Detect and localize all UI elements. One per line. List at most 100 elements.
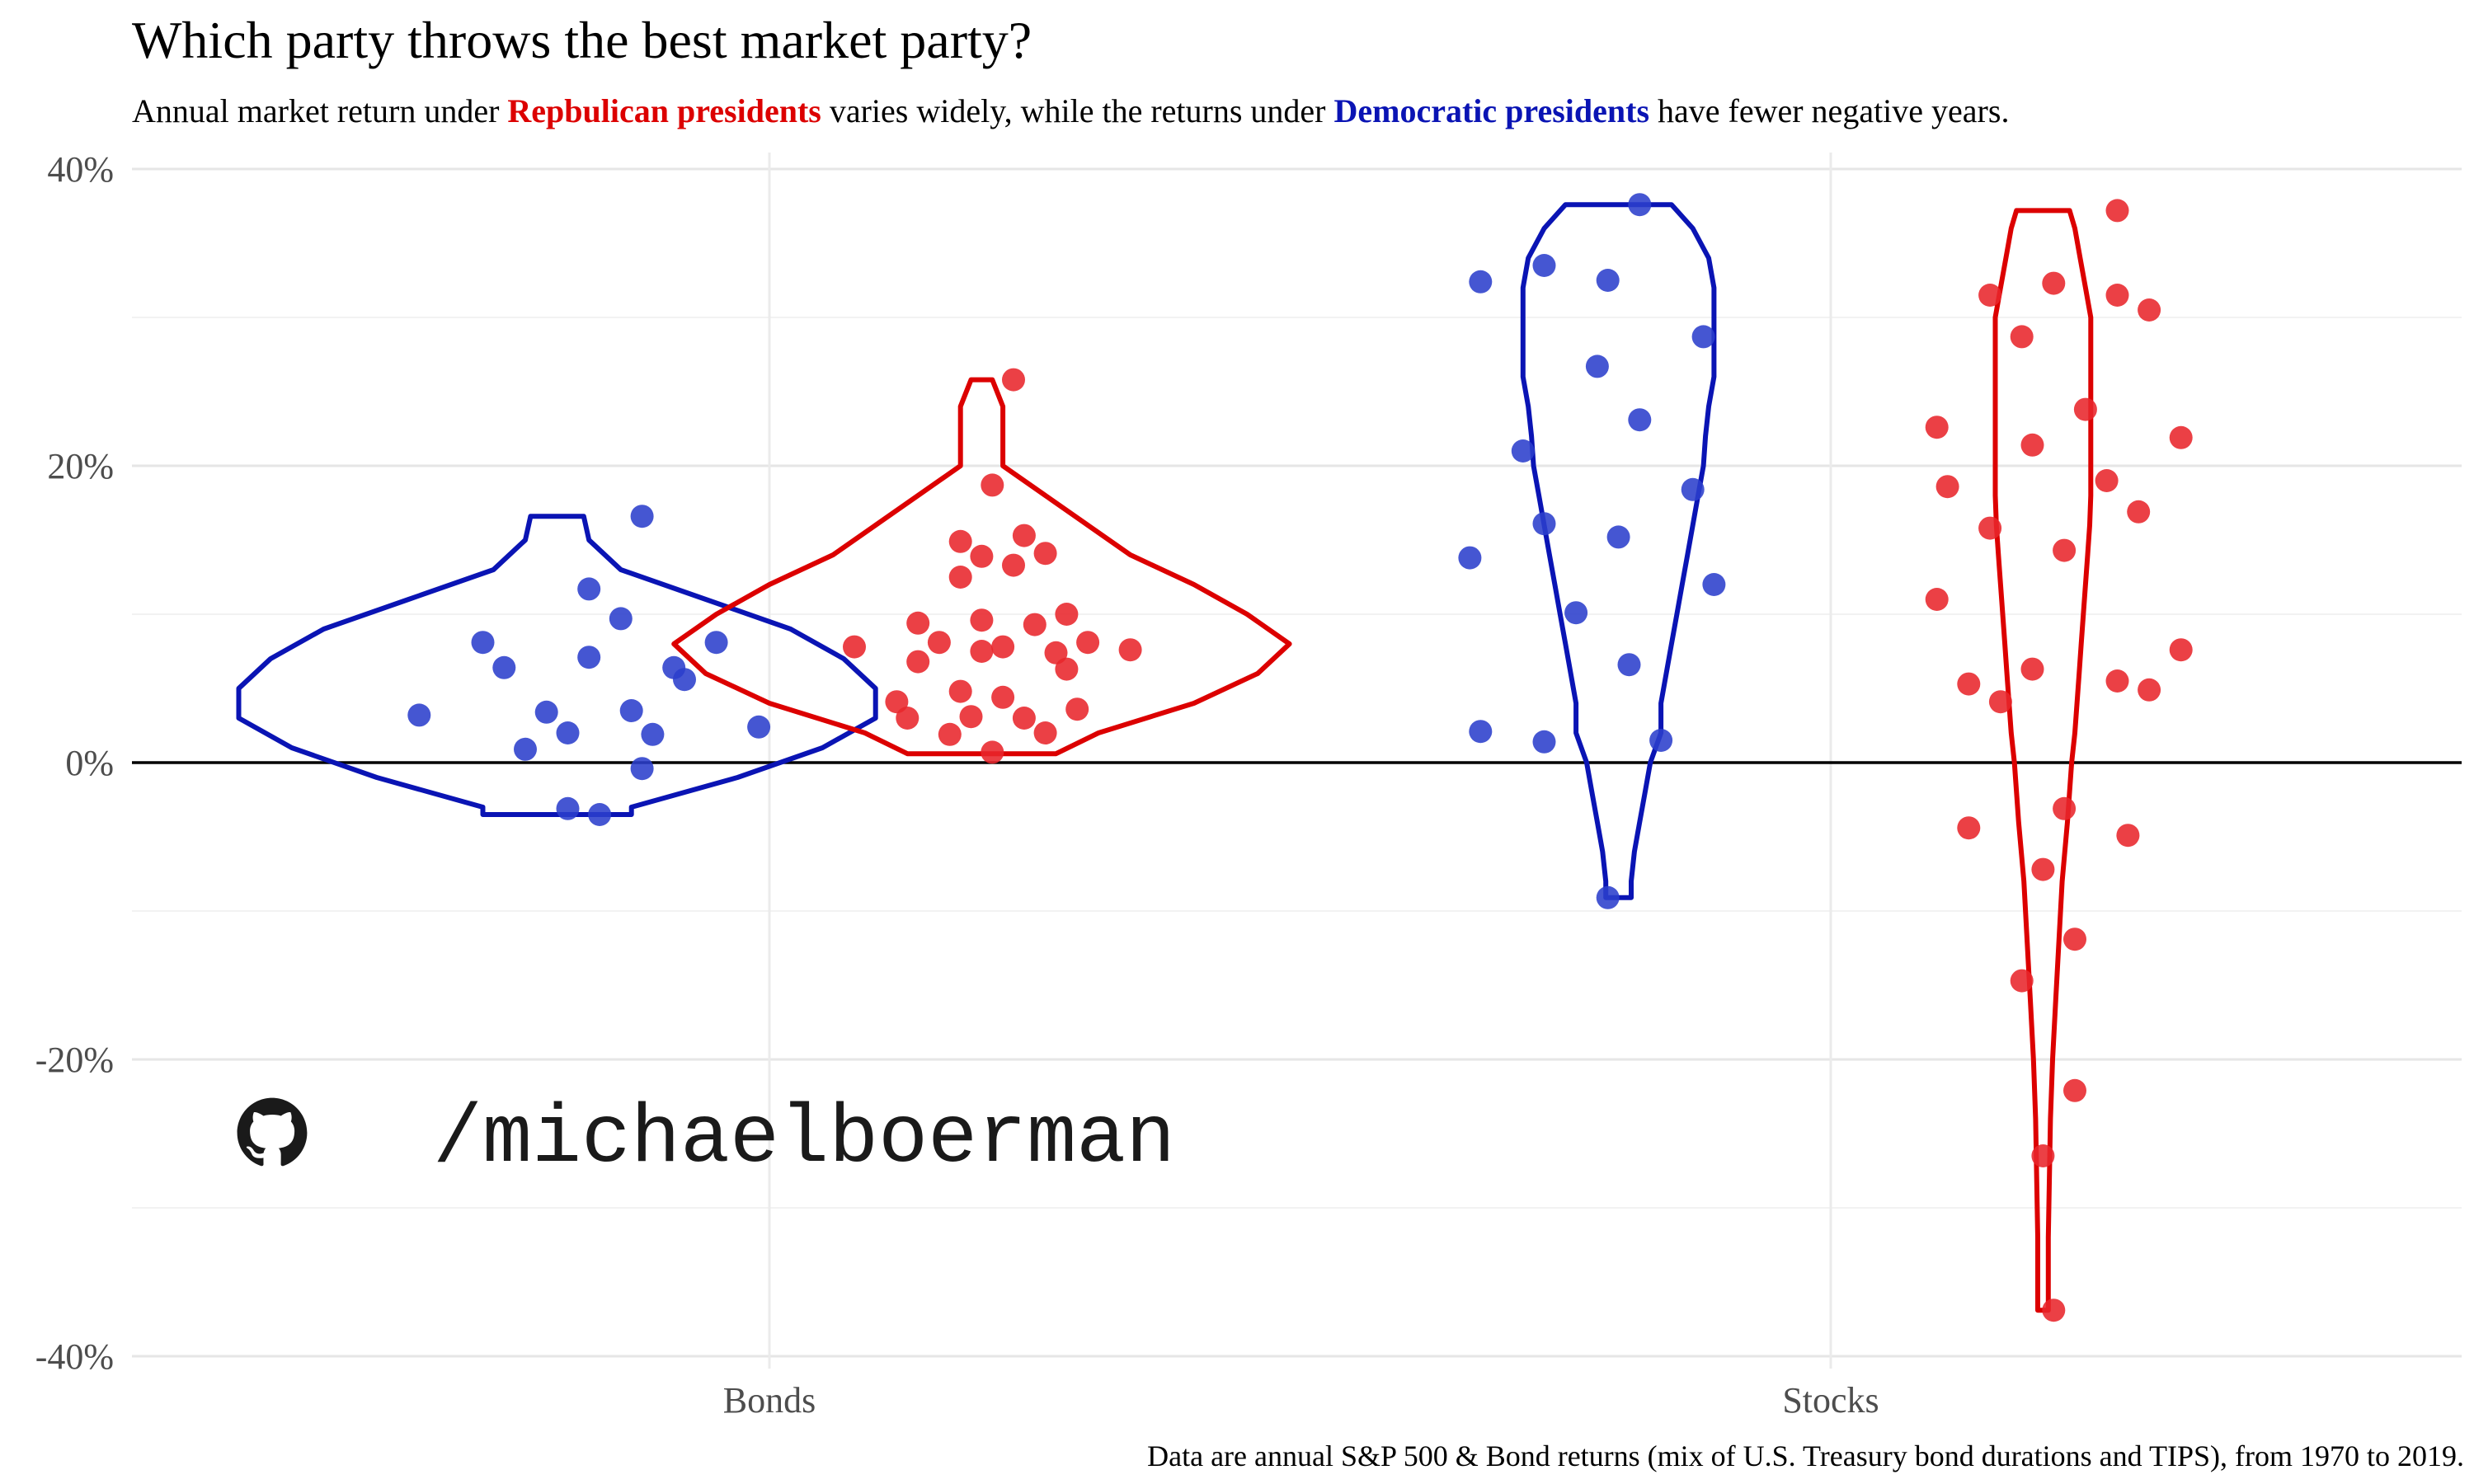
subtitle-part-1: Annual market return under bbox=[132, 92, 507, 129]
data-point-dem-stocks bbox=[1469, 270, 1493, 294]
data-point-dem-stocks bbox=[1532, 730, 1556, 754]
data-point-dem-stocks bbox=[1458, 546, 1482, 570]
data-point-rep-bonds bbox=[991, 685, 1015, 709]
data-point-dem-bonds bbox=[471, 631, 495, 655]
data-point-rep-bonds bbox=[1002, 553, 1025, 577]
subtitle-dem-label: Democratic presidents bbox=[1334, 92, 1650, 129]
data-point-rep-stocks bbox=[2020, 657, 2044, 681]
y-tick-label: -40% bbox=[35, 1336, 114, 1377]
y-tick-label: 40% bbox=[47, 149, 114, 190]
data-point-rep-stocks bbox=[1925, 588, 1949, 611]
data-point-rep-stocks bbox=[1988, 690, 2012, 714]
data-point-dem-bonds bbox=[747, 715, 771, 739]
data-point-dem-bonds bbox=[609, 607, 633, 631]
data-point-rep-stocks bbox=[2010, 969, 2034, 993]
data-point-rep-stocks bbox=[2063, 1078, 2086, 1102]
chart-caption: Data are annual S&P 500 & Bond returns (… bbox=[1147, 1439, 2464, 1472]
data-point-rep-bonds bbox=[885, 690, 909, 714]
data-point-rep-stocks bbox=[2169, 638, 2193, 662]
data-point-rep-bonds bbox=[896, 707, 920, 730]
y-tick-label: 0% bbox=[65, 743, 114, 783]
data-point-rep-bonds bbox=[959, 705, 983, 729]
violin-rep-bonds bbox=[671, 377, 1292, 757]
data-point-dem-stocks bbox=[1532, 254, 1556, 277]
data-point-rep-bonds bbox=[1002, 368, 1025, 392]
axis-layer: 40% 20% 0% -20% -40% Bonds Stocks bbox=[35, 149, 2462, 1421]
data-point-rep-stocks bbox=[1957, 672, 1981, 696]
data-point-dem-bonds bbox=[407, 703, 431, 727]
y-tick-label: -20% bbox=[35, 1040, 114, 1080]
data-point-dem-bonds bbox=[641, 722, 665, 746]
subtitle-part-2: varies widely, while the returns under bbox=[821, 92, 1334, 129]
data-point-rep-stocks bbox=[2063, 928, 2086, 951]
data-point-dem-stocks bbox=[1564, 601, 1588, 625]
violin-dem-stocks bbox=[1520, 202, 1717, 900]
data-point-rep-stocks bbox=[2031, 857, 2055, 881]
data-point-rep-bonds bbox=[927, 631, 951, 655]
data-point-dem-bonds bbox=[556, 796, 580, 820]
data-point-rep-bonds bbox=[948, 566, 972, 589]
data-point-dem-stocks bbox=[1681, 477, 1705, 501]
data-point-rep-bonds bbox=[1033, 721, 1057, 744]
data-point-rep-bonds bbox=[938, 722, 962, 746]
data-point-dem-bonds bbox=[577, 646, 601, 669]
data-point-rep-stocks bbox=[2138, 298, 2161, 322]
data-point-rep-stocks bbox=[2095, 469, 2119, 492]
data-point-rep-stocks bbox=[1978, 284, 2002, 307]
data-point-rep-bonds bbox=[1055, 657, 1079, 681]
watermark-text: /michaelboerman bbox=[433, 1093, 1175, 1186]
data-point-dem-stocks bbox=[1585, 355, 1609, 378]
data-point-rep-bonds bbox=[991, 635, 1015, 659]
data-point-rep-stocks bbox=[2105, 669, 2129, 693]
subtitle-part-3: have fewer negative years. bbox=[1649, 92, 2009, 129]
data-point-dem-bonds bbox=[514, 737, 537, 761]
data-point-rep-bonds bbox=[970, 544, 994, 568]
data-point-rep-stocks bbox=[2127, 500, 2151, 524]
data-point-rep-stocks bbox=[2053, 796, 2077, 820]
data-point-dem-stocks bbox=[1532, 512, 1556, 536]
violin-rep-stocks bbox=[1992, 208, 2094, 1313]
data-point-dem-bonds bbox=[577, 577, 601, 601]
github-icon bbox=[237, 1097, 308, 1167]
data-point-dem-stocks bbox=[1702, 573, 1726, 596]
data-point-rep-bonds bbox=[948, 529, 972, 553]
data-point-dem-bonds bbox=[673, 668, 696, 692]
data-point-rep-bonds bbox=[906, 650, 930, 674]
data-point-dem-stocks bbox=[1606, 525, 1630, 549]
chart-subtitle: Annual market return under Repbulican pr… bbox=[132, 92, 2009, 129]
x-tick-label-stocks: Stocks bbox=[1782, 1380, 1879, 1421]
chart-title: Which party throws the best market party… bbox=[132, 11, 1032, 69]
data-point-rep-bonds bbox=[1012, 524, 1036, 547]
y-tick-label: 20% bbox=[47, 446, 114, 486]
data-point-dem-bonds bbox=[492, 655, 516, 679]
data-point-rep-stocks bbox=[2116, 824, 2140, 848]
data-point-rep-stocks bbox=[2138, 678, 2161, 702]
data-point-rep-stocks bbox=[2073, 397, 2097, 421]
data-point-rep-bonds bbox=[1065, 697, 1089, 721]
data-point-dem-stocks bbox=[1628, 408, 1652, 432]
data-point-rep-stocks bbox=[1978, 516, 2002, 540]
data-point-rep-stocks bbox=[1957, 816, 1981, 840]
x-tick-label-bonds: Bonds bbox=[723, 1380, 816, 1421]
data-point-dem-bonds bbox=[619, 699, 643, 722]
data-point-rep-stocks bbox=[2042, 1298, 2066, 1322]
data-point-rep-stocks bbox=[2020, 433, 2044, 457]
data-point-dem-bonds bbox=[588, 803, 612, 826]
data-point-rep-stocks bbox=[2010, 325, 2034, 349]
data-point-rep-bonds bbox=[906, 611, 930, 635]
violin-dem-bonds bbox=[236, 514, 878, 817]
data-point-rep-bonds bbox=[1023, 613, 1047, 636]
data-point-dem-stocks bbox=[1628, 193, 1652, 217]
data-point-dem-bonds bbox=[556, 721, 580, 744]
data-point-rep-stocks bbox=[2105, 284, 2129, 307]
data-point-rep-stocks bbox=[1935, 475, 1959, 499]
data-point-rep-bonds bbox=[948, 679, 972, 703]
point-layer bbox=[407, 193, 2193, 1322]
data-point-rep-bonds bbox=[970, 640, 994, 663]
data-point-rep-bonds bbox=[1118, 638, 1142, 662]
data-point-dem-stocks bbox=[1596, 269, 1620, 292]
data-point-rep-stocks bbox=[2105, 199, 2129, 223]
data-point-rep-stocks bbox=[1925, 416, 1949, 439]
data-point-dem-stocks bbox=[1617, 653, 1641, 677]
data-point-rep-stocks bbox=[2042, 271, 2066, 295]
